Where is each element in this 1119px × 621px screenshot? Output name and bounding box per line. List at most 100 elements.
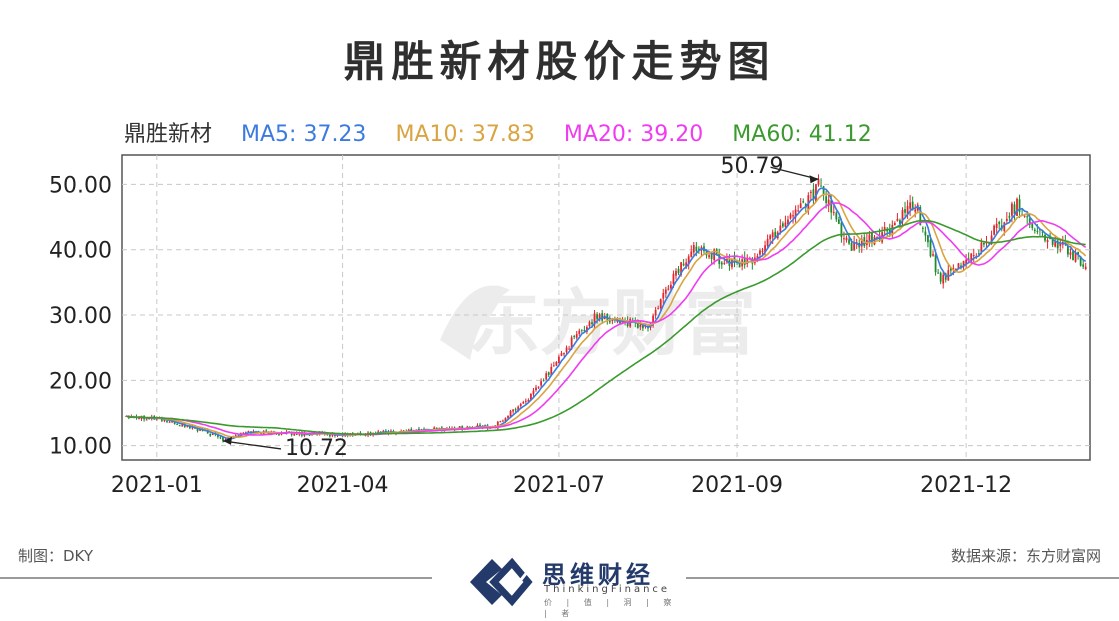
candle-body	[616, 320, 619, 322]
annotation-label: 50.79	[721, 154, 784, 179]
y-tick-label: 20.00	[49, 369, 112, 394]
candle-body	[326, 434, 329, 436]
candle-body	[835, 212, 838, 220]
candle-body	[802, 201, 805, 203]
candle-body	[1046, 240, 1049, 243]
candle-body	[677, 268, 680, 274]
candle-body	[654, 309, 657, 316]
candle-body	[675, 270, 677, 276]
candle-body	[980, 242, 983, 252]
candle-body	[578, 330, 581, 334]
candle-body	[542, 380, 545, 382]
x-tick-label: 2021-01	[111, 473, 203, 498]
candle-body	[1051, 239, 1054, 245]
legend: 鼎胜新材 MA5: 37.23 MA10: 37.83 MA20: 39.20 …	[124, 116, 894, 148]
candle-body	[196, 427, 199, 432]
candle-body	[1028, 218, 1031, 225]
annotation-arrowhead	[809, 175, 819, 184]
candle-body	[211, 433, 214, 436]
candle-body	[535, 387, 537, 391]
candle-body	[642, 325, 644, 329]
candle-body	[927, 235, 929, 243]
candle-body	[636, 321, 639, 328]
candle-body	[924, 231, 927, 236]
candle-body	[899, 220, 901, 225]
candle-body	[657, 308, 660, 310]
candle-body	[1077, 252, 1079, 255]
candle-body	[1011, 203, 1013, 216]
candle-body	[570, 337, 573, 350]
candle-body	[766, 239, 769, 246]
candle-body	[568, 348, 570, 350]
candle-body	[993, 225, 996, 235]
candle-body	[550, 366, 553, 376]
candle-body	[840, 222, 843, 237]
candle-body	[1079, 256, 1082, 266]
candle-body	[145, 419, 148, 421]
candle-body	[764, 245, 766, 253]
candle-body	[1031, 223, 1034, 228]
candle-body	[756, 256, 759, 258]
brand-logo: 思维财经 ThinkingFinance 价 | 值 | 洞 | 察 | 者	[464, 553, 684, 618]
candle-body	[797, 210, 800, 212]
candle-body	[244, 432, 247, 434]
candle-body	[685, 262, 688, 268]
candle-body	[937, 272, 940, 274]
candle-body	[720, 262, 723, 265]
candle-body	[723, 262, 726, 264]
y-tick-label: 30.00	[49, 304, 112, 329]
candle-body	[499, 421, 502, 423]
candle-body	[163, 420, 166, 422]
footer-rule-right	[686, 577, 1119, 579]
candle-body	[593, 313, 596, 325]
candle-body	[774, 231, 777, 238]
candle-body	[812, 189, 815, 200]
candle-body	[1026, 216, 1029, 218]
candle-body	[558, 356, 560, 364]
candle-body	[435, 427, 438, 429]
candle-body	[901, 210, 904, 222]
candle-body	[591, 322, 593, 324]
candle-body	[199, 428, 201, 431]
candle-body	[293, 432, 296, 436]
candle-body	[555, 361, 558, 366]
candle-body	[588, 322, 591, 327]
logo-tagline: 价 | 值 | 洞 | 察 | 者	[544, 598, 678, 618]
candle-body	[710, 252, 713, 260]
footer-credit: 制图：DKY	[18, 547, 94, 565]
candle-body	[695, 246, 698, 252]
candle-body	[166, 420, 168, 422]
candle-body	[507, 416, 509, 419]
candle-body	[303, 433, 306, 436]
candle-body	[769, 235, 772, 240]
candle-body	[547, 372, 550, 375]
candle-body	[761, 250, 764, 252]
candle-body	[843, 238, 845, 240]
candle-body	[893, 223, 896, 226]
candle-body	[1023, 215, 1026, 217]
y-tick-label: 10.00	[49, 435, 112, 460]
candle-body	[743, 257, 746, 265]
candle-body	[868, 234, 871, 241]
candle-body	[512, 409, 515, 412]
candle-body	[853, 242, 856, 250]
candle-body	[560, 353, 563, 356]
candle-body	[242, 432, 245, 434]
candle-body	[799, 203, 802, 209]
candle-body	[138, 418, 140, 420]
candle-body	[904, 209, 906, 213]
ma-line-ma60	[125, 219, 1086, 436]
candle-body	[537, 386, 540, 388]
candle-body	[168, 421, 171, 423]
candle-body	[809, 191, 812, 193]
x-tick-label: 2021-04	[297, 473, 389, 498]
candle-body	[771, 232, 774, 238]
candle-body	[496, 421, 499, 429]
candle-body	[1036, 230, 1039, 232]
legend-ma5: MA5: 37.23	[241, 122, 367, 147]
candle-body	[827, 199, 830, 206]
candle-body	[860, 238, 863, 247]
candle-body	[1013, 204, 1016, 214]
candle-body	[1074, 252, 1077, 262]
